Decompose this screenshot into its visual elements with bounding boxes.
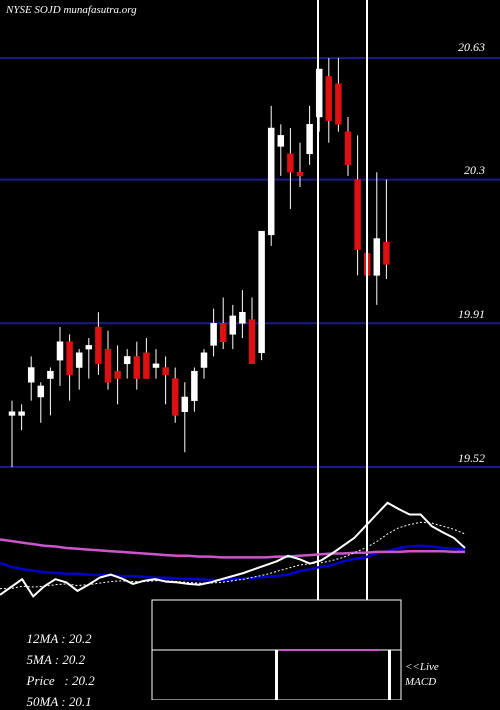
stat-12ma-value: 20.2: [68, 631, 92, 646]
candle-body-14: [143, 352, 150, 379]
ytick-label-3: 19.52: [458, 451, 485, 465]
candle-body-35: [344, 131, 352, 166]
candle-body-23: [229, 315, 237, 335]
stat-12ma-label: 12MA: [26, 631, 59, 646]
stat-price-label: Price: [26, 673, 55, 688]
candle-body-30: [296, 171, 304, 177]
candle-body-33: [325, 76, 333, 121]
candle-body-0: [8, 411, 16, 416]
candle-body-15: [152, 363, 160, 368]
stat-5ma-label: 5MA: [26, 652, 52, 667]
stat-12ma: 12MA : 20.2: [26, 631, 92, 646]
candle-body-7: [75, 352, 83, 368]
candle-body-27: [267, 127, 275, 236]
candle-body-29: [287, 153, 294, 173]
candle-body-3: [37, 385, 45, 398]
highlight-verticals: [317, 0, 368, 700]
candle-body-34: [335, 83, 342, 125]
candle-body-32: [315, 68, 323, 118]
indicator-line-1: [0, 538, 465, 559]
macd-bar-0: [275, 650, 278, 700]
stat-50ma: 50MA : 20.1: [26, 694, 92, 709]
candle-body-28: [277, 135, 285, 147]
candle-body-6: [66, 341, 73, 376]
stat-price-value: 20.2: [72, 673, 95, 688]
macd-box: [151, 599, 402, 700]
candle-body-38: [373, 238, 381, 276]
price-gridlines: [0, 57, 500, 468]
candle-body-2: [27, 367, 35, 383]
candle-body-39: [383, 241, 390, 265]
candle-body-20: [200, 352, 208, 368]
candle-body-21: [210, 323, 217, 346]
ytick-label-2: 19.91: [458, 307, 485, 321]
candle-body-4: [47, 370, 54, 379]
stat-5ma-value: 20.2: [62, 652, 86, 667]
candlestick-series: [8, 58, 390, 467]
candle-body-11: [114, 370, 121, 379]
candle-body-24: [239, 311, 246, 324]
candle-body-16: [162, 367, 169, 376]
candle-body-17: [171, 378, 179, 416]
indicator-line-2: [0, 501, 466, 598]
candle-body-13: [133, 356, 141, 379]
candle-body-9: [95, 326, 102, 365]
candle-body-19: [191, 370, 198, 401]
live-macd-label: <<Live MACD: [405, 661, 439, 688]
macd-bar-3: [388, 650, 391, 700]
candle-body-18: [181, 396, 189, 412]
stat-50ma-value: 20.1: [68, 694, 92, 709]
candle-body-31: [306, 124, 313, 155]
indicator-line-3: [0, 521, 466, 590]
candle-body-10: [104, 348, 112, 383]
candle-body-1: [18, 411, 25, 416]
candle-body-8: [85, 345, 93, 350]
chart-title: NYSE SOJD munafasutra.org: [6, 4, 137, 16]
stat-50ma-label: 50MA: [26, 694, 59, 709]
ytick-label-1: 20.3: [464, 163, 485, 177]
candle-body-25: [248, 319, 256, 365]
stat-price: Price : 20.2: [26, 673, 95, 688]
candle-body-22: [219, 323, 227, 342]
ytick-label-0: 20.63: [458, 40, 485, 54]
indicator-panel: [0, 501, 466, 598]
candle-body-36: [354, 179, 361, 250]
candle-body-26: [258, 230, 265, 354]
stat-5ma: 5MA : 20.2: [26, 652, 86, 667]
candle-body-5: [56, 341, 64, 361]
candle-body-12: [123, 356, 131, 365]
